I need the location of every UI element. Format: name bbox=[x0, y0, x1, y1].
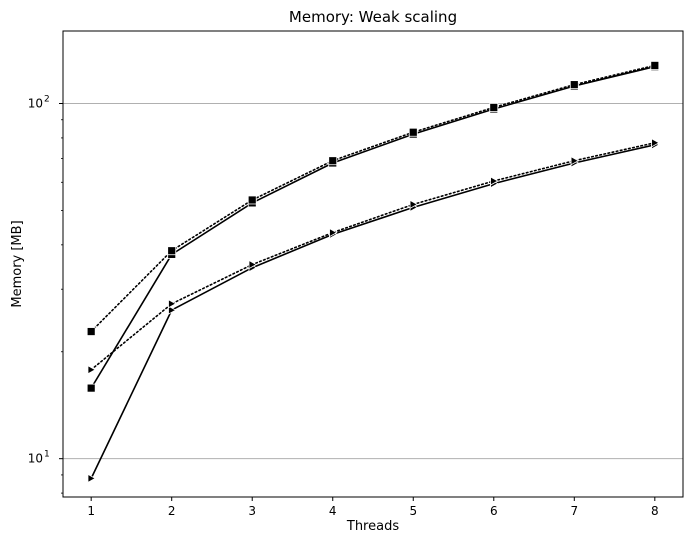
x-tick-label-7: 7 bbox=[570, 504, 578, 518]
data-point-s1-x1 bbox=[86, 327, 96, 336]
data-point-s2-x2 bbox=[168, 305, 177, 315]
plot-area-frame bbox=[62, 30, 684, 498]
x-tick-label-4: 4 bbox=[329, 504, 337, 518]
x-tick-label-8: 8 bbox=[651, 504, 659, 518]
data-point-s1-x5 bbox=[408, 127, 418, 137]
data-point-s1-x4 bbox=[328, 156, 338, 166]
y-axis-label: Memory [MB] bbox=[10, 220, 25, 307]
data-point-s1-x3 bbox=[247, 195, 257, 205]
x-tick-label-2: 2 bbox=[168, 504, 176, 518]
data-point-s3-x5 bbox=[409, 199, 419, 210]
data-point-s1-x7 bbox=[569, 80, 579, 90]
x-tick-label-3: 3 bbox=[248, 504, 256, 518]
y-tick-label-1: 10 bbox=[28, 96, 43, 110]
data-point-s3-x4 bbox=[329, 227, 338, 238]
data-point-s3-x3 bbox=[248, 259, 258, 270]
series-line-1 bbox=[90, 64, 656, 333]
data-point-s3-x7 bbox=[570, 156, 580, 166]
data-point-s1-x8 bbox=[650, 61, 660, 70]
x-tick-label-6: 6 bbox=[490, 504, 498, 518]
grid-lines bbox=[63, 102, 683, 460]
series-1 bbox=[86, 61, 660, 336]
x-tick-label-5: 5 bbox=[409, 504, 417, 518]
series-3 bbox=[87, 138, 660, 375]
data-point-s3-x6 bbox=[490, 176, 499, 186]
data-point-s0-x1 bbox=[86, 383, 96, 393]
data-point-s1-x6 bbox=[489, 103, 499, 112]
y-tick-label-exponent-0: 1 bbox=[44, 450, 50, 460]
series-group bbox=[86, 61, 660, 484]
data-point-s3-x8 bbox=[651, 138, 660, 148]
chart-title: Memory: Weak scaling bbox=[289, 8, 457, 26]
x-axis-ticks: 1 2 3 4 5 6 7 8 bbox=[87, 497, 659, 518]
x-axis-label: Threads bbox=[346, 519, 399, 534]
x-tick-label-1: 1 bbox=[87, 504, 95, 518]
data-point-s3-x1 bbox=[87, 365, 97, 375]
series-line-3 bbox=[90, 142, 656, 371]
y-tick-label-exponent-1: 2 bbox=[44, 94, 50, 104]
data-point-s3-x2 bbox=[168, 299, 177, 309]
data-point-s2-x1 bbox=[87, 473, 97, 484]
data-point-s1-x2 bbox=[167, 246, 177, 256]
series-line-2 bbox=[90, 144, 655, 479]
y-tick-label-0: 10 bbox=[28, 452, 43, 466]
series-line-0 bbox=[90, 65, 655, 389]
